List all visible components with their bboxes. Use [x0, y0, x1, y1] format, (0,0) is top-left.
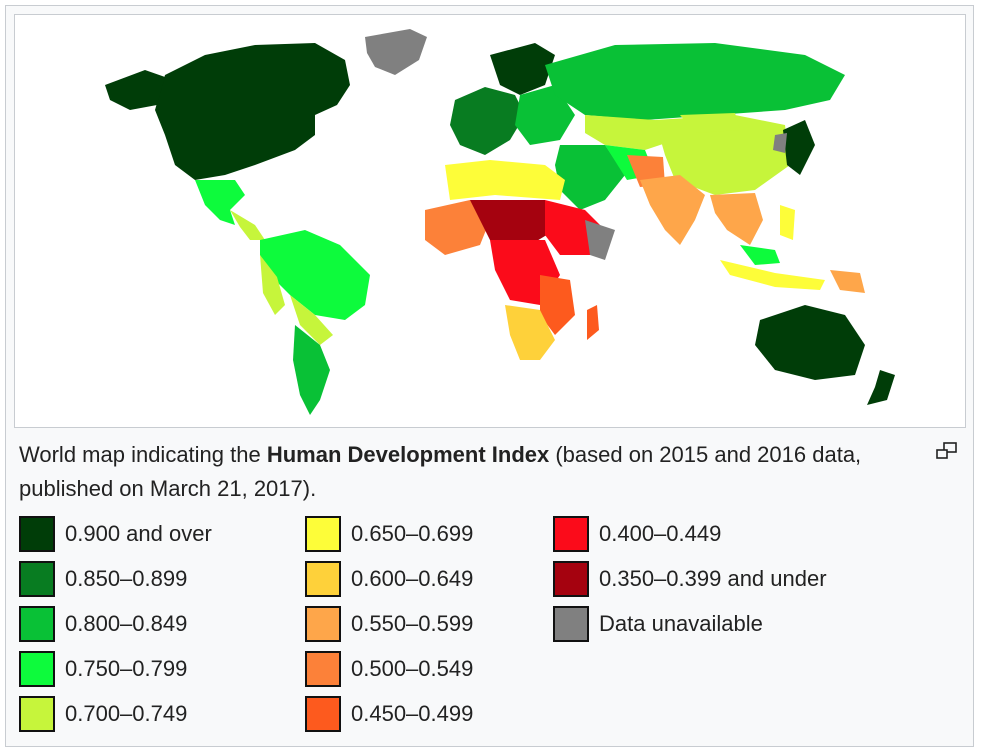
- southern-africa-region: [505, 305, 555, 360]
- map-caption: World map indicating the Human Developme…: [19, 438, 919, 506]
- legend-label: 0.700–0.749: [65, 700, 188, 726]
- legend-label: 0.900 and over: [65, 520, 212, 546]
- legend-item: 0.500–0.549: [305, 646, 473, 691]
- legend-swatch: [19, 695, 55, 732]
- legend-label: 0.450–0.499: [351, 700, 474, 726]
- legend-label: 0.850–0.899: [65, 565, 188, 591]
- west-africa-region: [425, 200, 490, 255]
- russia-region: [545, 43, 845, 120]
- legend-swatch: [19, 560, 55, 597]
- australia-region: [755, 305, 865, 380]
- legend-column-1: 0.900 and over 0.850–0.899 0.800–0.849 0…: [19, 511, 212, 736]
- papua-region: [830, 270, 865, 293]
- legend-item: 0.900 and over: [19, 511, 212, 556]
- southeast-asia-region: [710, 193, 763, 245]
- legend-swatch: [305, 605, 341, 642]
- south-america-center: [290, 295, 333, 345]
- south-america-north: [260, 230, 370, 320]
- south-east-africa-region: [540, 275, 575, 335]
- legend-swatch: [19, 515, 55, 552]
- legend-item: 0.400–0.449: [553, 511, 827, 556]
- legend-label: 0.350–0.399 and under: [599, 565, 827, 591]
- legend-item: 0.850–0.899: [19, 556, 212, 601]
- india-region: [640, 175, 705, 245]
- north-korea: [773, 133, 787, 153]
- legend-item: 0.750–0.799: [19, 646, 212, 691]
- map-figure: World map indicating the Human Developme…: [5, 5, 974, 747]
- legend-swatch: [19, 605, 55, 642]
- world-hdi-map[interactable]: [14, 14, 966, 428]
- legend-swatch: [305, 560, 341, 597]
- europe-north: [490, 43, 555, 95]
- legend-label: 0.500–0.549: [351, 655, 474, 681]
- middle-east-region: [555, 145, 625, 210]
- central-asia-region: [585, 115, 675, 150]
- magnify-clip-icon[interactable]: [935, 442, 959, 462]
- legend-swatch: [305, 650, 341, 687]
- europe-east: [515, 85, 575, 145]
- legend-swatch: [19, 650, 55, 687]
- legend-column-2: 0.650–0.699 0.600–0.649 0.550–0.599 0.50…: [305, 511, 473, 736]
- legend-label: 0.600–0.649: [351, 565, 474, 591]
- legend-item: 0.600–0.649: [305, 556, 473, 601]
- indonesia-region: [720, 260, 825, 290]
- south-america-andes: [260, 255, 285, 315]
- north-america-region: [155, 43, 350, 180]
- madagascar-region: [587, 305, 599, 340]
- europe-west: [450, 87, 525, 155]
- legend-label: 0.400–0.449: [599, 520, 722, 546]
- legend-item: 0.550–0.599: [305, 601, 473, 646]
- legend-item: 0.700–0.749: [19, 691, 212, 736]
- north-africa-region: [445, 160, 565, 200]
- legend-swatch: [305, 515, 341, 552]
- legend-swatch: [553, 515, 589, 552]
- caption-bold-link[interactable]: Human Development Index: [266, 442, 550, 467]
- world-map-svg: [105, 29, 895, 415]
- mexico-region: [195, 180, 245, 225]
- legend-label: 0.550–0.599: [351, 610, 474, 636]
- philippines-region: [780, 205, 795, 240]
- legend-swatch: [553, 560, 589, 597]
- south-america-south: [293, 325, 330, 415]
- legend-item: 0.650–0.699: [305, 511, 473, 556]
- legend-column-3: 0.400–0.449 0.350–0.399 and under Data u…: [553, 511, 827, 646]
- new-zealand-region: [867, 370, 895, 405]
- greenland-region: [365, 29, 427, 75]
- central-america-region: [230, 210, 265, 240]
- legend-label: 0.650–0.699: [351, 520, 474, 546]
- sahel-region: [470, 200, 555, 245]
- horn-africa-region: [585, 220, 615, 260]
- legend-item: 0.450–0.499: [305, 691, 473, 736]
- legend-swatch: [553, 605, 589, 642]
- korea-japan: [783, 120, 815, 175]
- legend-item: Data unavailable: [553, 601, 827, 646]
- legend-label: Data unavailable: [599, 610, 763, 636]
- legend-item: 0.800–0.849: [19, 601, 212, 646]
- legend-item: 0.350–0.399 and under: [553, 556, 827, 601]
- legend-swatch: [305, 695, 341, 732]
- malaysia-region: [740, 245, 780, 265]
- caption-suffix: (based on 2015 and 2016 data, published …: [19, 442, 862, 501]
- china-region: [655, 115, 790, 195]
- caption-prefix: World map indicating the: [19, 442, 267, 467]
- legend-label: 0.750–0.799: [65, 655, 188, 681]
- legend-label: 0.800–0.849: [65, 610, 188, 636]
- alaska-region: [105, 70, 165, 110]
- mongolia-region: [680, 113, 740, 133]
